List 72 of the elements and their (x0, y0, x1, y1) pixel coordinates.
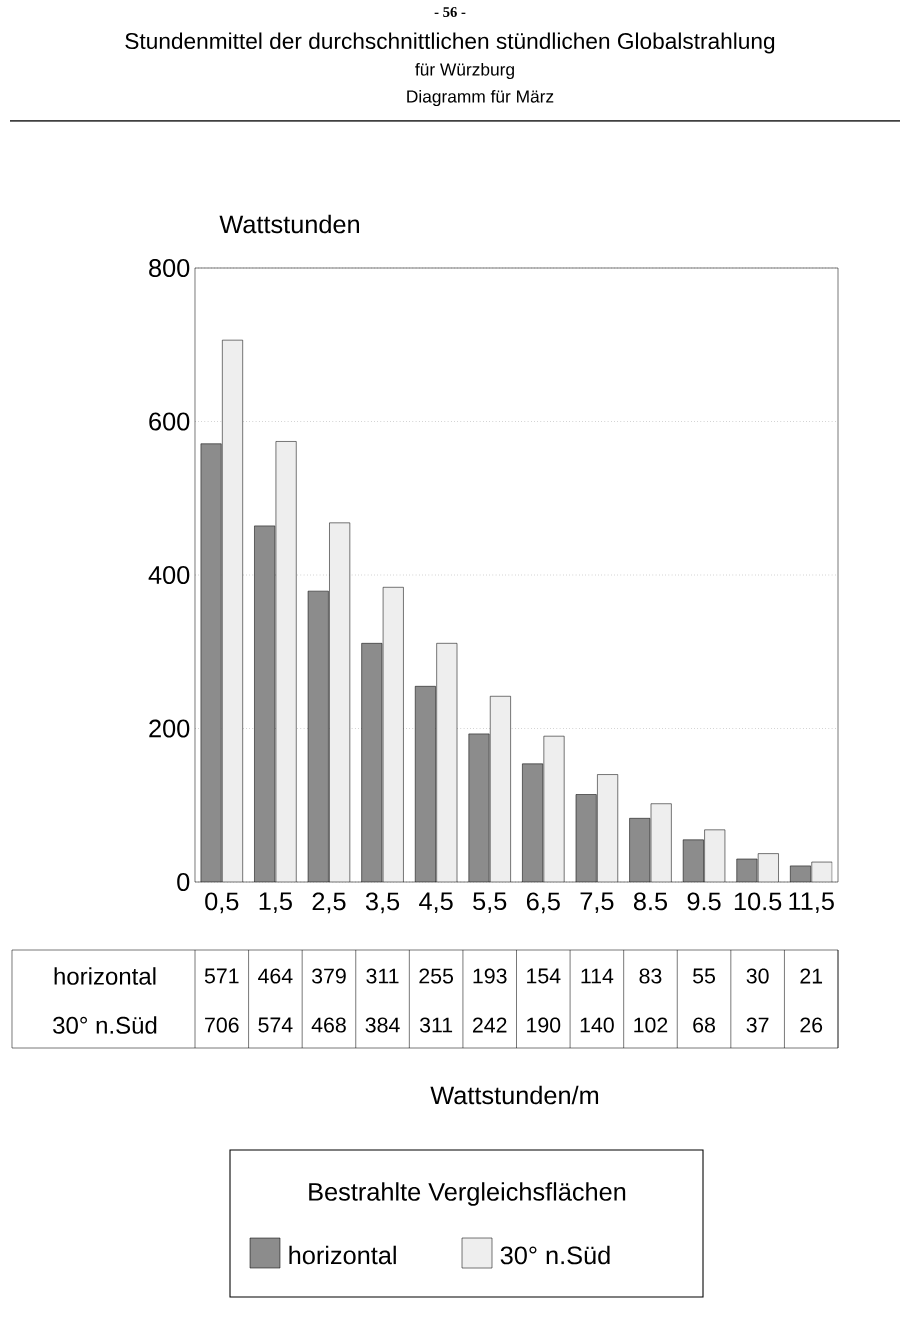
data-label: 706 (205, 1017, 239, 1033)
bar (275, 441, 297, 883)
data-label: 311 (366, 968, 399, 984)
bar (308, 591, 329, 883)
x-tick-label: 4,5 (419, 892, 453, 914)
data-label: 379 (311, 968, 346, 984)
data-label: 30 (746, 968, 769, 984)
data-label: 464 (258, 968, 293, 984)
chart-subtitle: für Würzburg (415, 62, 514, 80)
bar (200, 443, 222, 883)
bar (436, 643, 458, 883)
data-label: 26 (800, 1017, 823, 1033)
y-tick-label: 600 (149, 412, 190, 431)
bar (704, 829, 725, 883)
legend-label: horizontal (289, 1245, 396, 1265)
y-tick-label: 800 (149, 259, 190, 277)
text: Diagramm für März (407, 89, 554, 107)
bar (329, 522, 350, 883)
x-tick-label: 8.5 (633, 892, 668, 911)
x-tick-label: 1,5 (259, 892, 292, 914)
bar (683, 839, 704, 883)
bar (468, 733, 490, 883)
chart-title: Stundenmittel der durchschnittlichen stündlichen Globalstrahlung (125, 32, 775, 54)
bar (361, 643, 383, 883)
bar (415, 686, 436, 883)
legend-label: 30° n.Süd (500, 1245, 610, 1265)
data-label: 154 (527, 968, 561, 984)
x-tick-label: 6,5 (526, 892, 560, 914)
bar (651, 803, 672, 883)
text: Wattstunden/m (430, 1085, 599, 1105)
bar (597, 774, 618, 883)
data-label: 102 (634, 1017, 668, 1033)
data-label: 311 (419, 1017, 453, 1033)
bar (575, 794, 597, 883)
x-tick-label: 2,5 (312, 892, 346, 914)
x-tick-label: 9.5 (687, 892, 721, 911)
data-label: 193 (473, 968, 507, 984)
data-label: 68 (693, 1017, 715, 1033)
data-label: 83 (639, 968, 662, 984)
data-label: 574 (258, 1017, 293, 1033)
data-label: 190 (527, 1017, 561, 1033)
x-tick-label: 7,5 (580, 892, 614, 914)
data-label: 255 (419, 968, 454, 984)
bar (222, 340, 243, 883)
text: 30° n.Süd (53, 1016, 157, 1034)
bar (490, 696, 511, 883)
bar (543, 736, 565, 883)
x-tick-label: 3,5 (365, 892, 400, 914)
data-label: 114 (581, 968, 614, 984)
data-label: 571 (204, 968, 239, 984)
data-label: 242 (472, 1017, 507, 1033)
y-axis-title: Wattstunden (219, 214, 359, 234)
data-label: 384 (365, 1017, 400, 1033)
data-label: 140 (580, 1017, 614, 1033)
bar (522, 763, 543, 883)
data-label: 55 (693, 968, 715, 984)
data-label: 21 (800, 968, 823, 984)
text: - 56 - (434, 7, 466, 17)
data-label: 37 (746, 1017, 769, 1033)
y-tick-label: 400 (148, 566, 190, 584)
data-label: 468 (311, 1017, 346, 1033)
bar (383, 587, 404, 883)
text: horizontal (54, 967, 156, 985)
x-tick-label: 0,5 (205, 892, 239, 914)
x-tick-label: 11,5 (789, 892, 834, 914)
legend-title: Bestrahlte Vergleichsflächen (309, 1182, 626, 1206)
x-tick-label: 10.5 (734, 892, 782, 911)
y-tick-label: 0 (177, 873, 190, 891)
y-tick-label: 200 (149, 719, 190, 738)
bar (629, 818, 650, 883)
bar (254, 525, 275, 883)
x-tick-label: 5,5 (473, 892, 507, 914)
